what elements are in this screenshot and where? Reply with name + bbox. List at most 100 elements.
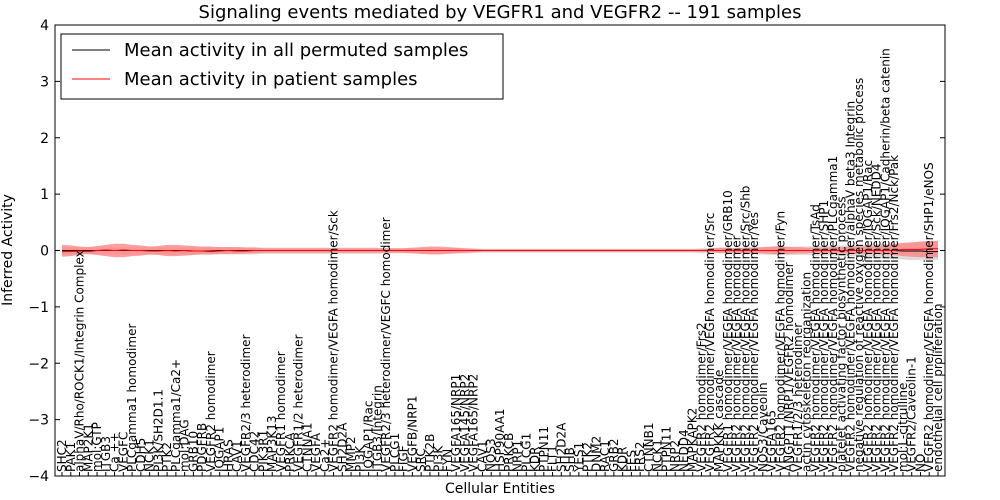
category-label: PLCgamma1/Ca2+: [169, 359, 183, 472]
category-label: PTPN11: [537, 426, 551, 472]
x-axis-label: Cellular Entities: [445, 481, 555, 497]
category-label: VEGFR2 homodimer/Frs2: [694, 322, 708, 472]
category-label: NEDD4: [677, 429, 691, 472]
category-label: VEGFA165: [765, 410, 779, 472]
category-label: VEGFA165/NRP2: [467, 374, 481, 472]
category-label: PDGFRB: [195, 423, 209, 472]
category-label: CTNNA1: [300, 422, 314, 472]
category-label: VEGFR2 homodimer/VEGFA homodimer/SHP1: [817, 200, 831, 472]
category-label: NCK1: [143, 439, 157, 472]
y-tick-label: −3: [28, 413, 49, 429]
category-label: PLCG1: [388, 433, 402, 472]
category-label: VEGFR2 homodimer/VEGFA homodimer/IQGAP1/…: [861, 160, 875, 472]
category-label: actin cytoskeleton reorganization: [800, 272, 814, 472]
category-label: MAP2K1: [81, 423, 95, 472]
category-label: VEGFA165/NRP1: [449, 374, 463, 472]
y-axis-label: Inferred Activity: [0, 194, 16, 306]
category-label: PI3K: [353, 445, 367, 472]
category-label: FYN: [440, 449, 454, 472]
y-tick-label: −4: [28, 469, 49, 485]
category-label: VEGFR1 homodimer/VEGFA homodimer/GRB10: [721, 190, 735, 472]
category-label: SH2D2A: [554, 422, 568, 472]
category-label: PLCG1: [519, 433, 533, 472]
category-label: SHC2: [55, 439, 69, 472]
y-tick-label: −1: [28, 300, 49, 316]
category-label: VEGFB/NRP1: [405, 396, 419, 472]
category-label: IQGAP1: [213, 427, 227, 472]
category-label: PRKCB: [502, 433, 516, 472]
category-label: CAV1: [475, 440, 489, 472]
category-label: VEGFC: [116, 432, 130, 472]
category-label: DNM2: [589, 436, 603, 472]
category-label: PRKCA: [283, 432, 297, 472]
category-label: VEGFR2/3 heterodimer/VEGFC homodimer: [379, 217, 393, 472]
category-label: IQGAP1/Rac: [362, 401, 376, 472]
category-label: VEGFR2 homodimer/VEGFA homodimer/Src/Shb: [738, 186, 752, 472]
category-label: mol:L-citrulline: [896, 383, 910, 472]
category-label: PTK2: [581, 442, 595, 472]
category-label: VEGFR1 homodimer: [274, 351, 288, 472]
y-tick-label: 4: [40, 18, 49, 34]
category-label: GRB2: [607, 438, 621, 472]
category-label: alphaV/Rho/ROCK1/Integrin Complex: [73, 250, 87, 472]
category-label: NCK1: [651, 439, 665, 472]
y-axis: −4 −3 −2 −1 0 1 2 3 4: [28, 18, 945, 485]
category-label: PLCgamma1 homodimer: [125, 324, 139, 472]
category-label: NO: [913, 454, 927, 472]
category-label: FES: [624, 450, 638, 472]
category-label: VEGFR2/3 heterodimer: [239, 334, 253, 472]
category-label: endothelial cell proliferation: [931, 304, 945, 472]
category-label: MMP2: [344, 436, 358, 472]
category-label: VEGFR2/Caveolin-1: [905, 356, 919, 472]
category-label: HSP90AA1: [493, 408, 507, 472]
category-label: PTPN11: [659, 426, 673, 472]
category-label: KDR: [528, 447, 542, 472]
category-label: KDR: [616, 447, 630, 472]
legend-label-permuted: Mean activity in all permuted samples: [124, 40, 468, 61]
category-label: NRP2: [668, 440, 682, 472]
plot-area: [61, 240, 939, 476]
category-label: CDH5: [134, 438, 148, 472]
category-label: VEGFR2 homodimer/VEGFA homodimer/Sck: [327, 210, 341, 472]
category-label: NOS3/Caveolin: [756, 382, 770, 472]
category-label: PTK2B: [423, 434, 437, 472]
y-tick-label: 0: [40, 244, 49, 260]
category-label: VEGFR2 homodimer/VEGFA homodimer/Sck/NED…: [870, 163, 884, 472]
category-label: SH2D2A: [335, 422, 349, 472]
category-label: Ca2+: [318, 439, 332, 472]
category-label: VEGFR2 homodimer/VEGFA homodimer/SHP1/eN…: [922, 162, 936, 472]
chart-title: Signaling events mediated by VEGFR1 and …: [199, 2, 802, 23]
series-line-patient: [62, 248, 938, 253]
category-label: YES1: [572, 442, 586, 473]
category-label: PIK3R1: [256, 430, 270, 472]
category-label: FLT1: [546, 445, 560, 472]
category-label: NRP1: [511, 440, 525, 472]
category-label: VEGFA: [309, 432, 323, 472]
category-label: PI3K: [432, 445, 446, 472]
category-label: Ca ++: [108, 432, 122, 472]
category-label: MAPKAPK2: [686, 408, 700, 472]
category-label: SRC: [414, 448, 428, 472]
category-label: VEGFA145/NRP2: [458, 374, 472, 472]
category-label: PI3K/SH2D1.1: [151, 389, 165, 472]
category-label: FRS2: [633, 442, 647, 473]
category-label: SHB: [563, 447, 577, 472]
category-label: MAPKKK cascade: [712, 370, 726, 472]
category-label: HRAS: [221, 439, 235, 472]
category-label: RAC1: [598, 440, 612, 472]
category-label: VEGFR2 homodimer/VEGFA homodimer/TsAd: [808, 204, 822, 472]
category-label: VEGFR1/2/3 heterodimer: [791, 323, 805, 472]
category-label: VEGFR2 homodimer/VEGFA homodimer/alphaV …: [843, 101, 857, 472]
category-label: VEGFR2 homodimer/VEGFA homodimer/Fyn: [773, 211, 787, 472]
category-label: mol:DAG: [178, 419, 192, 472]
category-label: VEGFR2 homodimer: [204, 351, 218, 472]
y-tick-label: 3: [40, 74, 49, 90]
category-label: CDC42: [248, 431, 262, 472]
category-label: VEGFR2 homodimer/VEGFA homodimer: [730, 235, 744, 472]
patient-samples-band: [62, 240, 938, 258]
category-label: VEGFR2 homodimer/VEGFA homodimer/IQGAP1/…: [878, 48, 892, 472]
category-label: NOS3: [484, 438, 498, 472]
category-label: PAK1: [64, 442, 78, 472]
